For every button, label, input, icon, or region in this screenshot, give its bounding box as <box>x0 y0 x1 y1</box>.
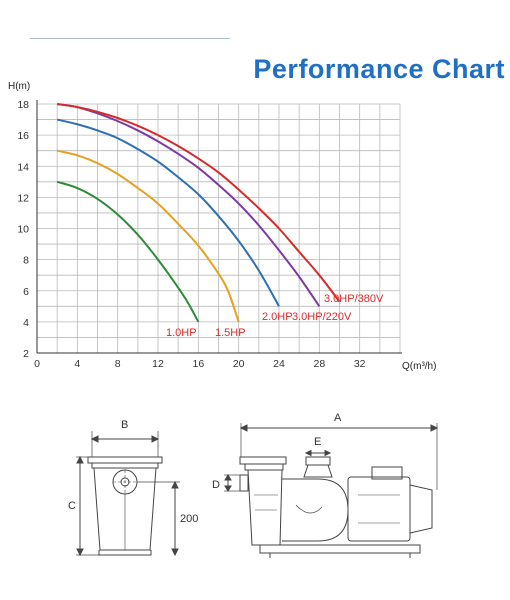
chart-axes <box>36 100 402 354</box>
x-tick-label: 8 <box>115 358 121 370</box>
series-line-1-0hp <box>56 180 200 323</box>
series-label: 1.5HP <box>215 327 246 339</box>
side-outlet-dia-label: D <box>212 479 220 491</box>
y-tick-label: 14 <box>17 161 29 173</box>
y-axis-label: H(m) <box>8 81 30 92</box>
series-line-2-0hp <box>56 118 280 307</box>
y-tick-label: 2 <box>23 348 29 360</box>
x-tick-label: 20 <box>233 358 245 370</box>
front-height-label: C <box>68 500 76 512</box>
chart-series-labels: 1.0HP 1.5HP 2.0HP 3.0HP/220V 3.0HP/380V <box>166 293 384 339</box>
front-width-label: B <box>121 419 128 431</box>
y-tick-label: 10 <box>17 224 29 236</box>
x-axis-label: Q(m³/h) <box>402 361 436 372</box>
x-tick-label: 24 <box>273 358 285 370</box>
series-line-3-0hp-220v <box>57 103 321 307</box>
x-tick-label: 16 <box>192 358 204 370</box>
series-label: 1.0HP <box>166 327 197 339</box>
y-tick-label: 4 <box>23 317 29 329</box>
y-tick-label: 18 <box>17 99 29 111</box>
x-tick-label: 4 <box>74 358 80 370</box>
side-outlet-label: E <box>314 436 321 448</box>
series-line-1-5hp <box>56 149 240 323</box>
series-label: 3.0HP/380V <box>324 293 384 305</box>
side-view-drawing <box>224 423 439 558</box>
y-tick-label: 8 <box>23 255 29 267</box>
side-length-label: A <box>334 412 342 424</box>
series-label: 2.0HP <box>262 311 293 323</box>
page-title: Performance Chart <box>253 54 505 84</box>
dimension-drawings: B C 200 <box>68 412 439 558</box>
x-tick-label: 12 <box>152 358 164 370</box>
y-tick-label: 6 <box>23 286 29 298</box>
y-tick-label: 16 <box>17 130 29 142</box>
x-tick-label: 28 <box>313 358 325 370</box>
front-inlet-height-label: 200 <box>180 513 198 525</box>
x-tick-label: 32 <box>354 358 366 370</box>
x-tick-label: 0 <box>34 358 40 370</box>
top-rule <box>30 38 230 39</box>
y-tick-label: 12 <box>17 192 29 204</box>
front-view-drawing <box>76 431 180 557</box>
series-line-3-0hp-380v <box>57 103 341 303</box>
chart-series <box>56 103 341 323</box>
series-label: 3.0HP/220V <box>292 311 352 323</box>
